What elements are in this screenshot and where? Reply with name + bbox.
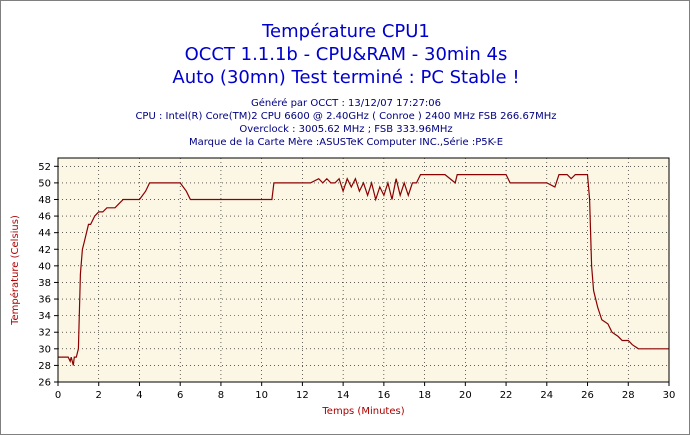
cpu-info: CPU : Intel(R) Core(TM)2 CPU 6600 @ 2.40… [135, 111, 557, 122]
y-tick-label: 48 [38, 195, 51, 206]
y-tick-label: 38 [38, 278, 51, 289]
chart-title-line1: Température CPU1 [262, 21, 430, 42]
x-axis-ticks: 0 2 4 6 8 10 12 14 16 18 20 22 24 26 28 30 [55, 382, 676, 401]
y-tick-label: 52 [38, 162, 51, 173]
x-tick-label: 6 [177, 390, 183, 401]
x-tick-label: 8 [218, 390, 224, 401]
x-tick-label: 10 [255, 390, 268, 401]
x-tick-label: 20 [459, 390, 472, 401]
y-tick-label: 36 [38, 295, 51, 306]
x-tick-label: 12 [296, 390, 309, 401]
y-tick-label: 44 [38, 228, 51, 239]
x-tick-label: 18 [418, 390, 431, 401]
x-tick-label: 22 [500, 390, 513, 401]
y-tick-label: 32 [38, 328, 51, 339]
overclock-info: Overclock : 3005.62 MHz ; FSB 333.96MHz [239, 124, 453, 135]
temperature-series-line [58, 174, 669, 366]
y-tick-label: 26 [38, 378, 51, 389]
y-tick-label: 42 [38, 245, 51, 256]
x-tick-label: 14 [337, 390, 350, 401]
y-tick-label: 30 [38, 344, 51, 355]
chart-title-line3: Auto (30mn) Test terminé : PC Stable ! [172, 67, 520, 88]
y-tick-label: 34 [38, 311, 51, 322]
x-tick-label: 30 [663, 390, 676, 401]
plot-area [58, 158, 669, 382]
y-tick-label: 46 [38, 212, 51, 223]
x-tick-label: 2 [96, 390, 102, 401]
x-axis-label: Temps (Minutes) [321, 406, 404, 417]
y-tick-label: 50 [38, 178, 51, 189]
plot-border [57, 157, 670, 383]
x-tick-label: 24 [540, 390, 553, 401]
y-tick-label: 28 [38, 361, 51, 372]
y-axis-ticks: 26 28 30 32 34 36 38 40 42 44 46 48 50 52 [38, 162, 58, 389]
generated-info: Généré par OCCT : 13/12/07 17:27:06 [250, 98, 442, 109]
x-tick-label: 4 [136, 390, 142, 401]
x-tick-label: 28 [622, 390, 635, 401]
y-axis-label: Température (Celsius) [9, 215, 21, 326]
x-tick-label: 0 [55, 390, 61, 401]
motherboard-info: Marque de la Carte Mère :ASUSTeK Compute… [188, 137, 504, 148]
y-tick-label: 40 [38, 261, 51, 272]
x-tick-label: 16 [377, 390, 390, 401]
chart-title-line2: OCCT 1.1.1b - CPU&RAM - 30min 4s [184, 44, 508, 65]
x-tick-label: 26 [581, 390, 594, 401]
